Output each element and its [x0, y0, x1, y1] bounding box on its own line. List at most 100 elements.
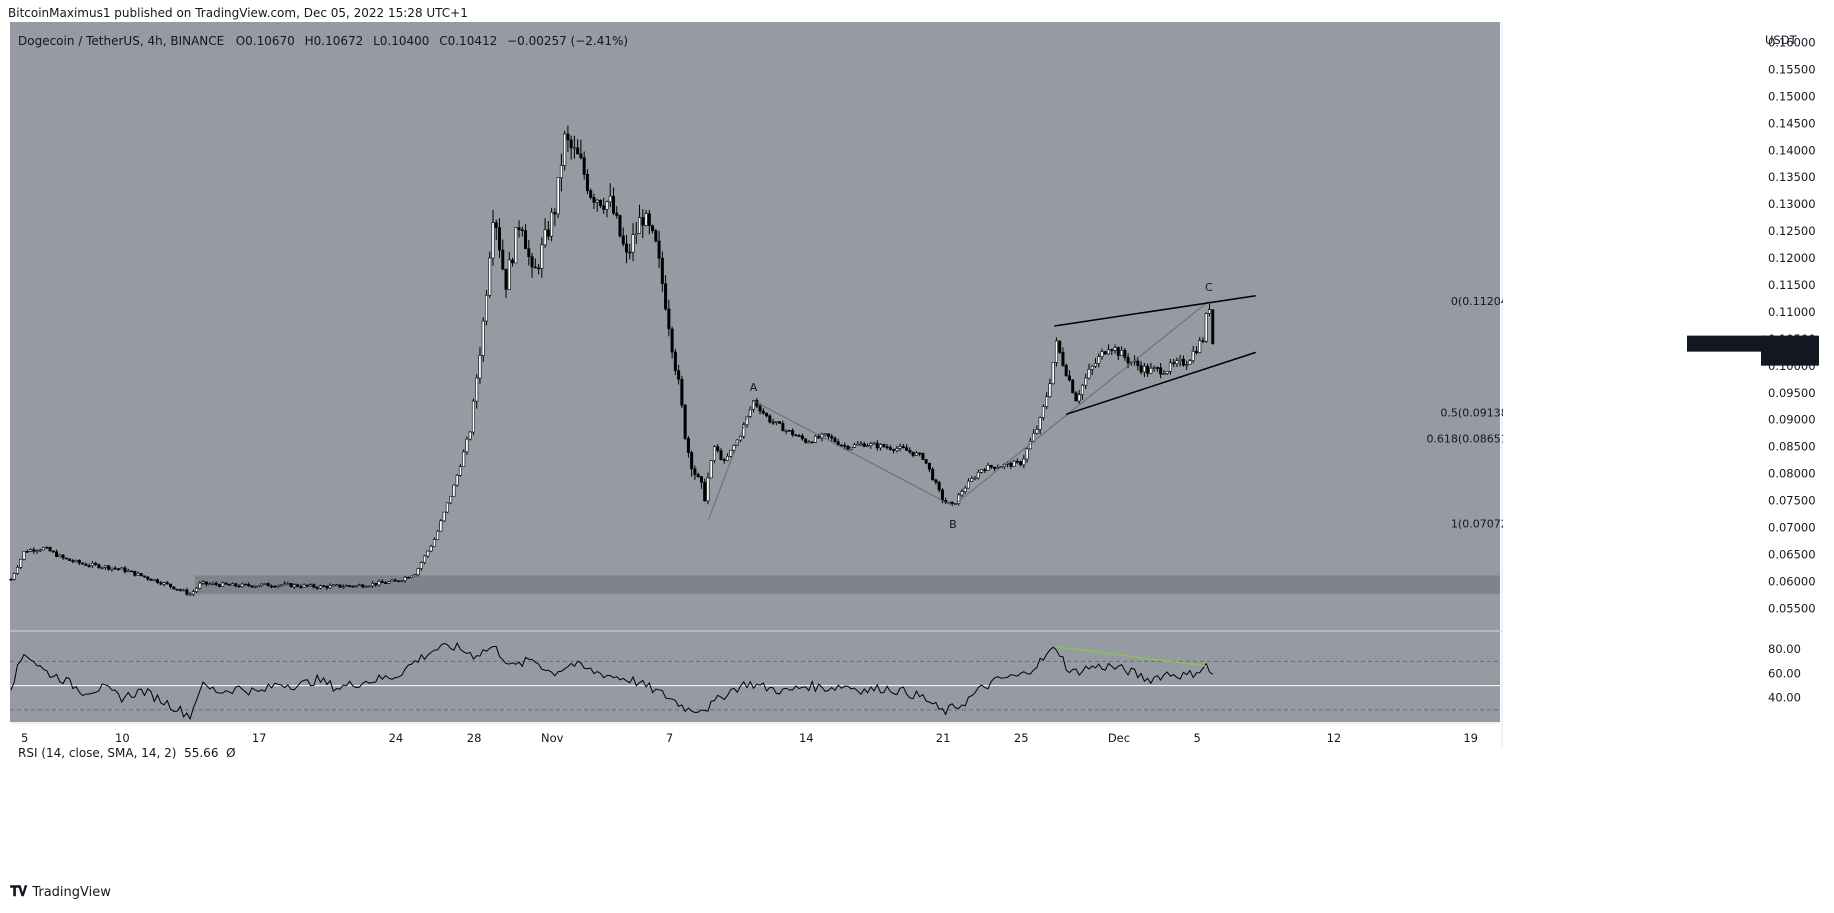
candle-56 [191, 589, 195, 597]
price-tick-1: 0.15500 [1768, 62, 1816, 76]
candle-148 [491, 209, 495, 266]
publish-header: BitcoinMaximus1 published on TradingView… [8, 6, 468, 20]
candle-body [908, 450, 912, 453]
candle-body [501, 249, 505, 270]
candle-body [191, 591, 195, 595]
candle-body [976, 472, 980, 479]
candle-255 [839, 444, 843, 447]
open-label: O [235, 34, 246, 48]
candle-body [296, 584, 300, 587]
candle-311 [1022, 454, 1026, 469]
candle-body [90, 562, 94, 567]
candle-205 [677, 364, 681, 385]
candle-119 [397, 580, 401, 583]
candle-107 [357, 583, 361, 587]
candle-88 [296, 583, 300, 588]
candle-317 [1041, 404, 1045, 421]
candle-body [364, 586, 368, 588]
price-tick-18: 0.07000 [1768, 521, 1816, 535]
candle-77 [260, 583, 264, 588]
candle-16 [61, 554, 65, 560]
candle-327 [1074, 391, 1078, 402]
candle-242 [797, 433, 801, 437]
candle-303 [996, 464, 1000, 470]
candle-220 [725, 453, 729, 462]
candle-body [621, 235, 625, 245]
candle-179 [592, 193, 596, 209]
candle-body [471, 400, 475, 433]
candle-body [224, 582, 228, 585]
candle-body [1022, 458, 1026, 466]
candle-body [885, 446, 889, 449]
candle-73 [247, 582, 251, 588]
candle-330 [1084, 373, 1088, 390]
candle-58 [198, 581, 202, 590]
rsi-tick-2: 40.00 [1768, 691, 1801, 705]
candle-167 [553, 208, 557, 227]
candle-body [406, 576, 410, 579]
candle-5 [25, 549, 29, 553]
candle-199 [657, 230, 661, 269]
candle-55 [188, 592, 192, 596]
candle-body [498, 227, 502, 251]
price-tick-5: 0.13500 [1768, 170, 1816, 184]
candle-body [32, 549, 36, 552]
candle-body [1090, 365, 1094, 370]
candle-body [576, 147, 580, 155]
time-tick-11: 5 [1193, 731, 1200, 745]
candle-body [504, 268, 508, 290]
candle-19 [71, 558, 75, 564]
fib-label-0: 0(0.11204) [1451, 295, 1512, 308]
candle-body [673, 351, 677, 371]
candle-body [322, 585, 326, 588]
candle-115 [384, 581, 388, 584]
tradingview-brand[interactable]: 𝐓𝐕 TradingView [10, 884, 111, 900]
candle-195 [644, 210, 648, 227]
wave-path [708, 300, 1210, 520]
candle-74 [250, 585, 254, 589]
candle-body [517, 227, 521, 230]
candle-57 [195, 587, 199, 594]
candle-131 [436, 530, 440, 541]
candle-180 [595, 198, 599, 212]
candle-101 [338, 584, 342, 588]
candle-body [318, 585, 322, 589]
candle-45 [156, 578, 160, 584]
candle-48 [165, 581, 169, 585]
candle-70 [237, 584, 241, 588]
candle-271 [892, 448, 896, 454]
candles-group [9, 125, 1215, 597]
candle-281 [924, 459, 928, 465]
candle-body [527, 248, 531, 258]
candle-body [852, 444, 856, 448]
candle-8 [35, 549, 39, 554]
candle-266 [875, 440, 879, 451]
candle-body [208, 583, 212, 586]
candle-body [1064, 365, 1068, 377]
candle-body [533, 266, 537, 269]
candle-30 [107, 564, 111, 571]
candle-body [947, 501, 951, 504]
candle-body [937, 482, 941, 491]
price-tag-bg [1761, 335, 1819, 366]
candle-268 [882, 443, 886, 448]
candle-217 [716, 444, 720, 453]
candle-body [481, 320, 485, 356]
candle-body [270, 585, 274, 588]
rsi-label: RSI (14, close, SMA, 14, 2) [18, 746, 177, 760]
candle-262 [862, 441, 866, 448]
candle-body [286, 583, 290, 585]
candle-body [507, 259, 511, 290]
candle-body [338, 584, 342, 588]
candle-body [1074, 392, 1078, 402]
candle-body [1107, 349, 1111, 355]
candle-108 [361, 583, 365, 589]
candle-193 [638, 204, 642, 234]
candle-93 [312, 583, 316, 589]
candle-body [45, 547, 49, 549]
candle-26 [94, 561, 98, 566]
candle-body [892, 449, 896, 451]
candle-269 [885, 443, 889, 450]
candle-354 [1162, 369, 1166, 375]
